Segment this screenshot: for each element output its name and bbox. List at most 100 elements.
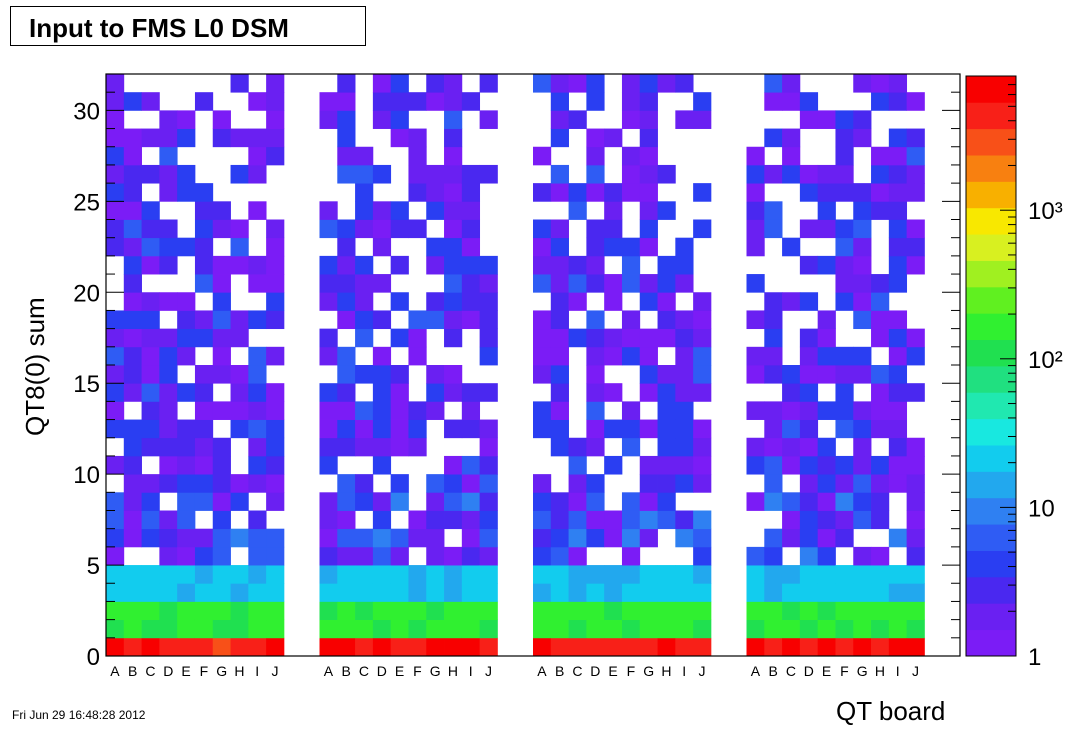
heatmap-cell [621,328,641,348]
heatmap-cell [106,92,125,111]
heatmap-cell [408,328,427,348]
heatmap-cell [746,437,765,457]
heatmap-cell [444,328,463,348]
heatmap-cell [355,274,374,293]
heatmap-cell [248,310,267,330]
heatmap-cell [248,637,267,657]
heatmap-cell [355,365,374,384]
heatmap-cell [408,528,427,548]
heatmap-cell [123,292,142,311]
heatmap-cell [479,110,498,129]
heatmap-cell [248,419,267,439]
heatmap-cell [799,474,819,493]
heatmap-cell [337,74,356,93]
x-tick-label: E [181,663,190,679]
heatmap-cell [461,510,481,530]
heatmap-cell [764,601,783,621]
heatmap-cell [764,128,783,148]
heatmap-cell [426,510,445,530]
heatmap-cell [657,619,676,639]
heatmap-cell [355,164,374,184]
heatmap-cell [390,492,409,511]
heatmap-cell [461,219,481,239]
heatmap-cell [621,92,641,111]
heatmap-cell [444,601,463,621]
heatmap-cell [212,274,231,293]
x-tick-label: C [572,663,582,679]
heatmap-cell [159,474,178,493]
heatmap-cell [693,310,712,330]
heatmap-cell [266,74,285,93]
heatmap-cell [461,292,481,311]
heatmap-cell [141,528,160,548]
heatmap-cell [817,401,836,420]
heatmap-cell [426,365,445,384]
heatmap-cell [604,128,623,148]
heatmap-cell [550,401,569,420]
heatmap-cell [319,619,338,639]
heatmap-cell [408,146,427,166]
heatmap-cell [693,474,712,493]
heatmap-cell [835,583,854,602]
heatmap-cell [372,346,392,366]
heatmap-cell [123,346,142,366]
heatmap-cell [871,492,890,511]
heatmap-cell [141,565,160,584]
heatmap-cell [550,546,569,566]
heatmap-cell [871,274,890,293]
x-tick-label: A [324,663,334,679]
heatmap-cell [337,419,356,439]
heatmap-cell [871,546,890,566]
heatmap-cell [888,383,908,402]
heatmap-cell [888,255,908,275]
heatmap-cell [657,419,676,439]
heatmap-cell [799,619,819,639]
heatmap-cell [853,237,872,257]
heatmap-cell [372,419,392,439]
heatmap-cell [853,601,872,621]
heatmap-cell [871,419,890,439]
heatmap-cell [319,401,338,420]
heatmap-cell [444,365,463,384]
heatmap-cell [408,437,427,457]
heatmap-cell [799,92,819,111]
heatmap-cell [177,492,196,511]
palette-swatch [966,418,1016,446]
heatmap-cell [212,583,231,602]
heatmap-cell [621,274,641,293]
heatmap-cell [212,546,231,566]
heatmap-cell [390,92,409,111]
heatmap-cell [177,437,196,457]
heatmap-cell [621,346,641,366]
heatmap-cell [853,255,872,275]
heatmap-cell [355,255,374,275]
heatmap-cell [888,74,908,93]
x-tick-label: B [769,663,778,679]
heatmap-cell [550,110,569,129]
heatmap-cell [355,292,374,311]
heatmap-cell [461,401,481,420]
heatmap-cell [888,365,908,384]
heatmap-cell [604,510,623,530]
heatmap-cell [444,219,463,239]
heatmap-cell [479,637,498,657]
heatmap-cell [426,528,445,548]
heatmap-cell [106,346,125,366]
heatmap-cell [693,565,712,584]
heatmap-cell [230,310,249,330]
heatmap-cell [159,528,178,548]
heatmap-cell [871,201,890,220]
heatmap-cell [586,310,605,330]
heatmap-cell [408,619,427,639]
heatmap-cell [568,583,587,602]
heatmap-cell [390,201,409,220]
heatmap-cell [248,201,267,220]
heatmap-cell [194,546,214,566]
heatmap-cell [159,637,178,657]
heatmap-cell [888,637,908,657]
x-tick-label: D [163,663,173,679]
heatmap-cell [266,274,285,293]
heatmap-cell [461,92,481,111]
heatmap-cell [230,637,249,657]
heatmap-cell [230,255,249,275]
